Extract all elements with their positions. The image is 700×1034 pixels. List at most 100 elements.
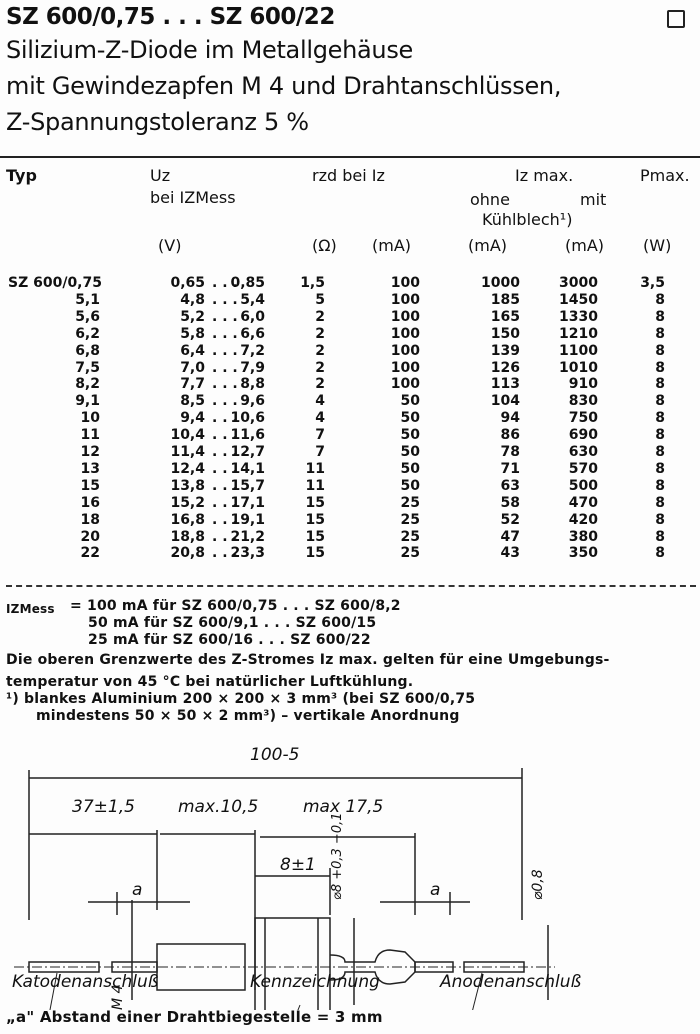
cell-rzd: 2 [315,342,325,359]
cell-type: 10 [80,410,100,427]
header-pmax: Pmax. [640,166,690,185]
cell-uz-min: 20,8 [170,545,205,562]
cell-uz-max: 11,6 [230,427,265,444]
cell-pmax: 8 [655,460,665,477]
cell-rzd: 2 [315,308,325,325]
table-row: 10 9,4 . . . 10,6 4 50 94 750 8 [0,410,700,427]
cell-iz: 100 [390,291,420,308]
cell-type: 15 [80,477,100,494]
cell-iz: 50 [400,410,420,427]
note-line: mindestens 50 × 50 × 2 mm³) – vertikale … [36,708,460,724]
cell-iz: 50 [400,477,420,494]
cell-iz: 100 [390,308,420,325]
cell-iz-max-mit: 380 [568,528,598,545]
table-row: 12 11,4 . . . 12,7 7 50 78 630 8 [0,444,700,461]
dim-lead: 37±1,5 [72,797,135,817]
cell-pmax: 8 [655,359,665,376]
cell-rzd: 15 [305,511,325,528]
table-row: 5,1 4,8 . . . 5,4 5 100 185 1450 8 [0,292,700,309]
cell-uz-max: 23,3 [230,545,265,562]
cell-uz-max: 12,7 [230,444,265,460]
cell-uz-min: 0,65 [170,275,205,291]
cell-iz-max-mit: 630 [568,444,598,460]
cell-iz-max-mit: 470 [568,494,598,511]
header-kuehlblech: Kühlblech¹) [482,210,573,229]
cell-uz-min: 11,4 [170,444,205,460]
cell-uz-max: 7,9 [240,359,265,376]
cell-uz-min: 13,8 [170,477,205,494]
dim-a: a [132,880,143,900]
label-cathode: Katodenanschluß [12,972,159,992]
cell-pmax: 8 [655,545,665,562]
cell-uz-max: 5,4 [240,291,265,308]
checkbox-icon [667,10,685,28]
cell-type: 5,1 [75,291,100,308]
header-uz-sub: bei IZMess [150,188,236,207]
unit-ma: (mA) [565,236,605,255]
cell-iz-max-ohne: 150 [490,325,520,342]
note-line: temperatur von 45 °C bei natürlicher Luf… [6,674,414,690]
cell-iz-max-ohne: 185 [490,291,520,308]
cell-iz-max-ohne: 43 [500,545,520,562]
cell-rzd: 7 [315,427,325,444]
cell-pmax: 8 [655,393,665,410]
cell-iz-max-mit: 3000 [559,275,598,291]
cell-uz-min: 4,8 [180,291,205,308]
leader-lines [49,972,483,1010]
dim-total: 100-5 [250,745,300,765]
table-row: 9,1 8,5 . . . 9,6 4 50 104 830 8 [0,393,700,410]
cell-iz-max-mit: 420 [568,511,598,528]
cell-iz: 50 [400,427,420,444]
table-row: 6,8 6,4 . . . 7,2 2 100 139 1100 8 [0,343,700,360]
cell-iz: 25 [400,545,420,562]
cell-uz-min: 5,8 [180,325,205,342]
footer-note: „a" Abstand einer Drahtbiegestelle = 3 m… [6,1008,383,1026]
cell-pmax: 8 [655,477,665,494]
cell-type: 12 [80,444,100,460]
header-uz: Uz [150,166,171,185]
cell-uz-max: 6,6 [240,325,265,342]
izmess-label: IZMess [6,602,55,616]
range-dots: . . . [212,308,238,325]
dim-hex: 8±1 [280,855,316,875]
cell-iz: 100 [390,275,420,291]
note-line: ¹) blankes Aluminium 200 × 200 × 3 mm³ (… [6,691,476,707]
cell-pmax: 8 [655,342,665,359]
range-dots: . . . [212,393,238,410]
cell-pmax: 8 [655,427,665,444]
cell-type: SZ 600/0,75 [8,275,102,291]
table-row: 5,6 5,2 . . . 6,0 2 100 165 1330 8 [0,309,700,326]
table-row: 15 13,8 . . . 15,7 11 50 63 500 8 [0,478,700,495]
range-dots: . . . [212,427,238,444]
table-row: 16 15,2 . . . 17,1 15 25 58 470 8 [0,495,700,512]
cell-uz-max: 6,0 [240,308,265,325]
cell-type: 22 [80,545,100,562]
divider [6,585,696,587]
cell-uz-min: 12,4 [170,460,205,477]
cell-iz-max-ohne: 47 [500,528,520,545]
header-iz-max: Iz max. [515,166,574,185]
cell-type: 11 [80,427,100,444]
header-ohne: ohne [470,190,510,209]
table-row: 20 18,8 . . . 21,2 15 25 47 380 8 [0,529,700,546]
cell-iz-max-ohne: 71 [500,460,520,477]
range-dots: . . . [212,494,238,511]
header-typ: Typ [6,166,37,185]
cell-iz-max-ohne: 52 [500,511,520,528]
cell-uz-min: 6,4 [180,342,205,359]
izmess-line: 25 mA für SZ 600/16 . . . SZ 600/22 [88,632,371,648]
cell-iz: 25 [400,511,420,528]
dimension-lines [28,768,549,1005]
cell-iz: 50 [400,444,420,460]
cell-rzd: 15 [305,545,325,562]
cell-uz-min: 7,0 [180,359,205,376]
diode-body [14,917,555,1010]
cell-iz-max-mit: 690 [568,427,598,444]
cell-iz-max-mit: 570 [568,460,598,477]
cell-type: 16 [80,494,100,511]
subtitle-line: Silizium-Z-Diode im Metallgehäuse [6,36,413,64]
cell-iz-max-ohne: 78 [500,444,520,460]
cell-iz-max-mit: 1010 [559,359,598,376]
cell-type: 18 [80,511,100,528]
